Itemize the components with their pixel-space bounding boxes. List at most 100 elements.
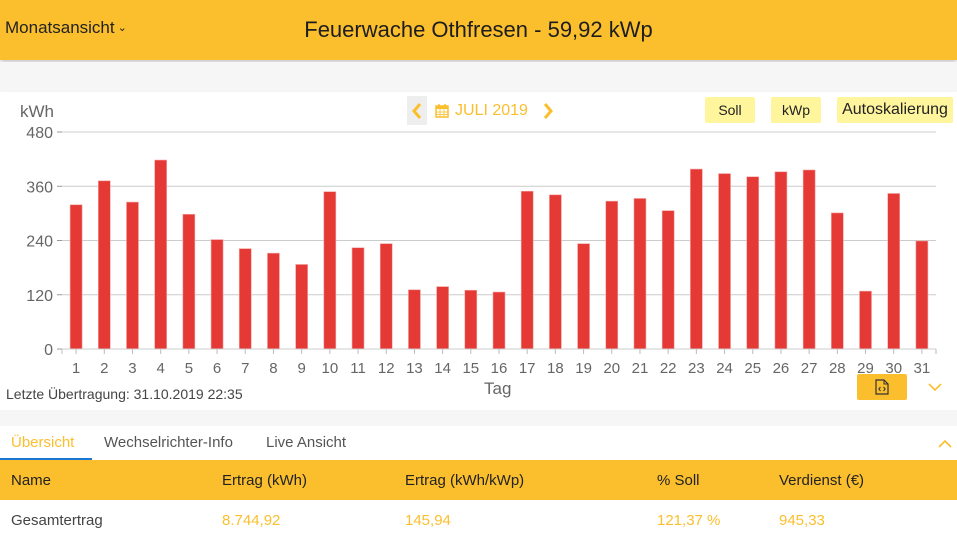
x-tick-label: 2 [100, 360, 108, 377]
x-tick-label: 3 [128, 360, 136, 377]
bar-day-29[interactable] [859, 290, 872, 350]
x-tick-label: 24 [716, 360, 733, 377]
bar-day-15[interactable] [464, 289, 478, 350]
y-tick-label: 480 [26, 125, 53, 142]
x-tick-label: 21 [632, 360, 649, 377]
x-axis-label: Tag [484, 379, 512, 398]
y-axis-label: kWh [20, 102, 54, 121]
bar-day-25[interactable] [746, 176, 760, 350]
bar-day-10[interactable] [323, 191, 337, 350]
x-tick-label: 13 [406, 360, 423, 377]
x-tick-label: 20 [603, 360, 620, 377]
month-label: JULI 2019 [455, 101, 528, 119]
x-tick-label: 22 [660, 360, 677, 377]
y-tick-label: 240 [26, 234, 53, 251]
view-select-dropdown[interactable]: Monatsansicht ⌄ [5, 18, 127, 38]
next-month-button[interactable] [538, 96, 558, 125]
bar-day-8[interactable] [267, 252, 280, 350]
x-tick-label: 6 [213, 360, 221, 377]
bar-day-14[interactable] [436, 286, 449, 350]
tab-wechselrichter-info[interactable]: Wechselrichter-Info [104, 434, 233, 451]
bar-day-28[interactable] [831, 212, 844, 350]
bar-day-11[interactable] [351, 247, 365, 350]
x-tick-label: 15 [462, 360, 479, 377]
bar-day-6[interactable] [210, 239, 224, 350]
bar-day-27[interactable] [802, 169, 816, 350]
view-select-label: Monatsansicht [5, 18, 115, 37]
tab-uebersicht[interactable]: Übersicht [11, 434, 75, 451]
table-row: Gesamtertrag 8.744,92 145,94 121,37 % 94… [0, 500, 957, 537]
page-title: Feuerwache Othfresen - 59,92 kWp [304, 17, 653, 42]
soll-button[interactable]: Soll [705, 97, 755, 123]
x-tick-label: 16 [491, 360, 508, 377]
bar-day-2[interactable] [97, 180, 111, 350]
x-tick-label: 19 [575, 360, 592, 377]
cell-name: Gesamtertrag [11, 512, 103, 529]
bar-day-3[interactable] [126, 201, 139, 350]
month-picker[interactable]: JULI 2019 [435, 102, 528, 120]
x-tick-label: 11 [350, 360, 366, 377]
calendar-icon [435, 103, 449, 118]
cell-ertrag-kwh-kwp: 145,94 [405, 512, 451, 529]
cell-ertrag-kwh: 8.744,92 [222, 512, 281, 529]
bar-day-13[interactable] [408, 289, 421, 350]
autoscale-button[interactable]: Autoskalierung [837, 97, 953, 123]
bar-day-22[interactable] [661, 210, 675, 350]
bar-day-16[interactable] [492, 291, 506, 350]
cell-verdienst: 945,33 [779, 512, 825, 529]
chart-card: JULI 2019 Soll kWp Autoskalierung kWh 0 1… [0, 92, 957, 410]
x-tick-label: 1 [72, 360, 80, 377]
column-header-soll: % Soll [657, 472, 700, 489]
month-navigation: JULI 2019 [407, 96, 558, 125]
x-tick-label: 7 [241, 360, 249, 377]
column-header-name: Name [11, 472, 52, 489]
previous-month-button[interactable] [407, 96, 427, 125]
y-tick-label: 360 [26, 179, 53, 196]
bar-day-17[interactable] [520, 190, 534, 350]
x-tick-label: 12 [378, 360, 395, 377]
code-file-icon [875, 379, 889, 395]
x-tick-label: 18 [547, 360, 564, 377]
bar-day-26[interactable] [774, 171, 788, 350]
chevron-down-icon: ⌄ [117, 22, 127, 34]
x-tick-label: 28 [829, 360, 846, 377]
x-tick-label: 27 [801, 360, 818, 377]
spacer [0, 410, 957, 426]
bar-day-12[interactable] [379, 243, 393, 350]
chevron-right-icon [543, 102, 553, 119]
active-tab-indicator [0, 458, 92, 460]
bar-day-4[interactable] [154, 159, 167, 350]
bar-day-20[interactable] [605, 200, 619, 350]
kwp-button[interactable]: kWp [771, 97, 821, 123]
bar-day-30[interactable] [887, 193, 901, 350]
export-button[interactable] [857, 374, 907, 400]
last-transmission: Letzte Übertragung: 31.10.2019 22:35 [6, 386, 243, 402]
chevron-up-icon[interactable] [936, 436, 954, 450]
y-tick-label: 120 [26, 288, 53, 305]
tab-bar: Übersicht Wechselrichter-Info Live Ansic… [0, 426, 957, 460]
y-tick-label: 0 [44, 342, 53, 359]
table-header: Name Ertrag (kWh) Ertrag (kWh/kWp) % Sol… [0, 460, 957, 500]
x-tick-label: 31 [914, 360, 931, 377]
tab-live-ansicht[interactable]: Live Ansicht [266, 434, 347, 451]
bar-day-21[interactable] [633, 198, 647, 350]
bar-day-1[interactable] [69, 204, 83, 350]
bar-day-5[interactable] [182, 213, 196, 350]
column-header-verdienst: Verdienst (€) [779, 472, 865, 489]
x-tick-label: 26 [773, 360, 790, 377]
bar-day-23[interactable] [690, 168, 703, 350]
top-bar: Monatsansicht ⌄ Feuerwache Othfresen - 59… [0, 0, 957, 60]
x-tick-label: 4 [157, 360, 165, 377]
chevron-left-icon [412, 102, 422, 119]
x-tick-label: 30 [885, 360, 902, 377]
bar-day-18[interactable] [549, 194, 562, 350]
bar-day-9[interactable] [295, 264, 308, 350]
bar-day-19[interactable] [577, 243, 590, 350]
chevron-down-icon[interactable] [926, 378, 944, 396]
bar-day-24[interactable] [718, 173, 731, 350]
x-tick-label: 9 [297, 360, 305, 377]
x-tick-label: 23 [688, 360, 705, 377]
bar-day-7[interactable] [238, 248, 252, 350]
bar-day-31[interactable] [915, 240, 929, 350]
